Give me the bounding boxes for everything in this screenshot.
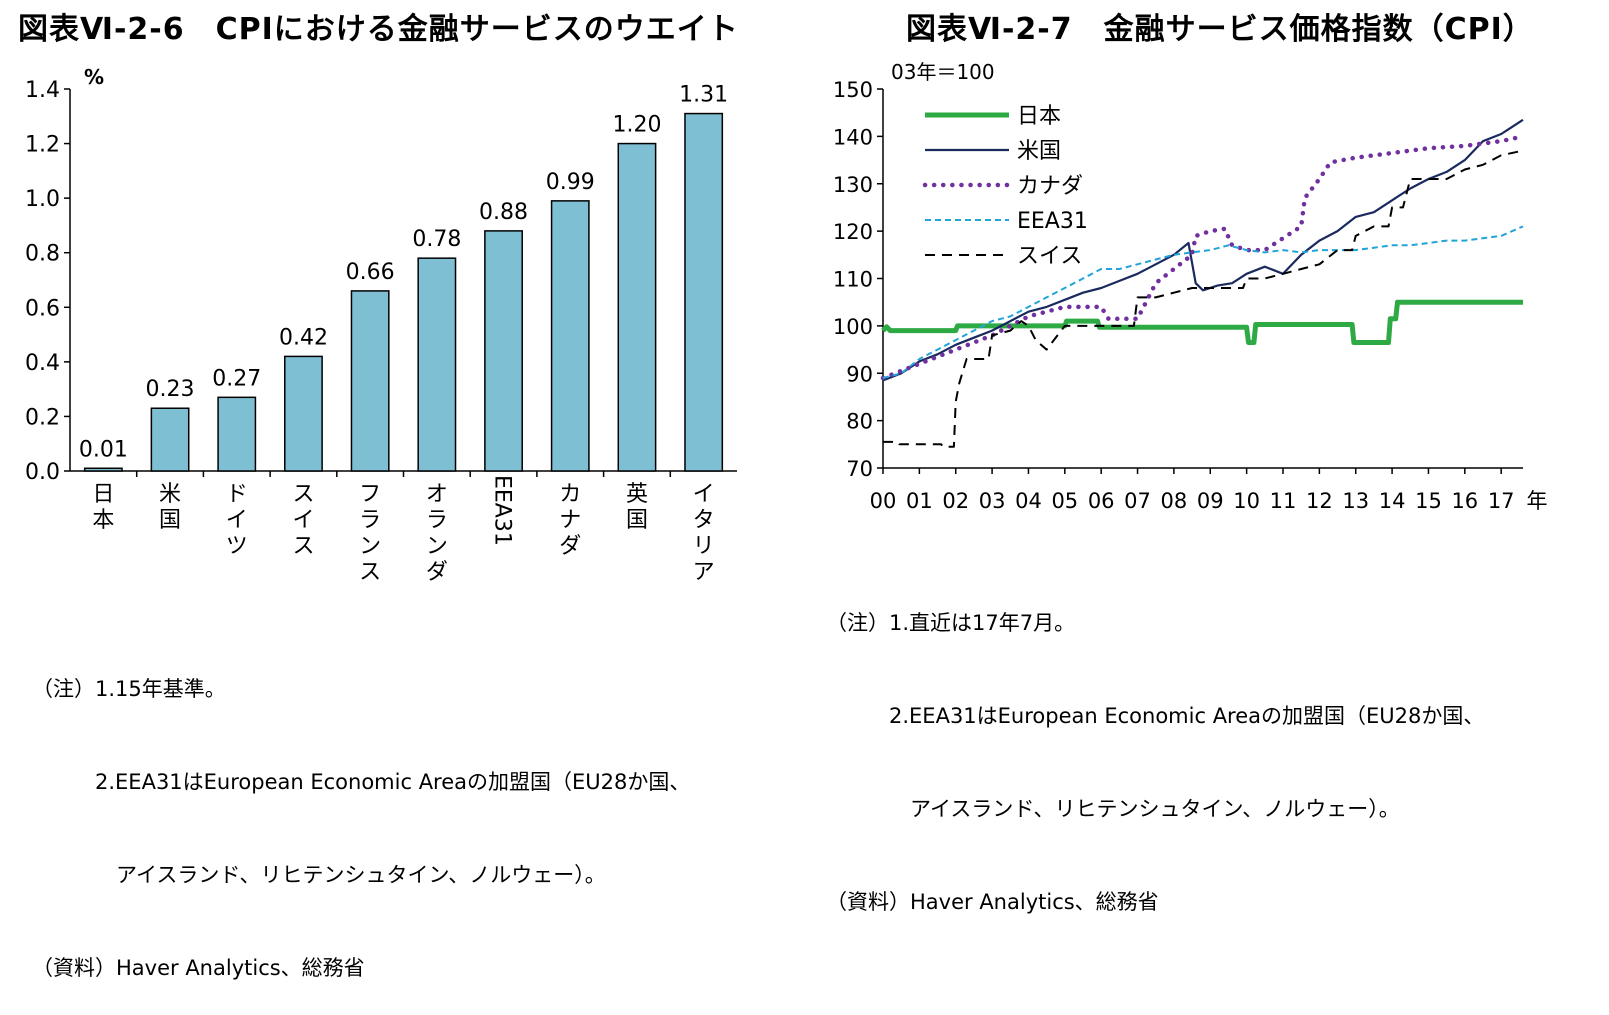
y-tick-label: 80 xyxy=(846,410,873,434)
bar xyxy=(484,230,523,472)
y-tick-label: 1.2 xyxy=(25,133,60,158)
bar xyxy=(550,200,590,472)
bar-value-label: 1.20 xyxy=(612,113,661,138)
y-tick-label: 1.0 xyxy=(25,187,60,212)
x-tick-label: 10 xyxy=(1233,489,1260,513)
y-tick-label: 120 xyxy=(833,220,873,244)
bar xyxy=(217,396,257,472)
category-label: フランス xyxy=(359,482,381,585)
left-note-3: アイスランド、リヒテンシュタイン、ノルウェー）。 xyxy=(32,863,606,887)
y-tick-label: 0.4 xyxy=(25,351,60,376)
bar xyxy=(284,355,323,472)
right-chart-title: 図表Ⅵ-2-7 金融サービス価格指数（CPI） xyxy=(906,12,1534,47)
y-tick-label: 0.0 xyxy=(25,460,60,485)
series-line xyxy=(881,299,1523,345)
bar-value-label: 0.23 xyxy=(146,377,195,402)
series-line xyxy=(882,118,1524,382)
left-note-source: （資料）Haver Analytics、総務省 xyxy=(32,956,365,980)
bar-value-label: 0.99 xyxy=(546,170,595,195)
bar xyxy=(150,407,190,472)
category-label: カナダ xyxy=(559,482,581,559)
category-label: 日本 xyxy=(92,482,114,533)
x-tick-label: 17 xyxy=(1488,489,1515,513)
y-tick-label: 0.8 xyxy=(25,242,60,267)
legend-label: スイス xyxy=(1017,244,1082,269)
y-tick-label: 0.2 xyxy=(25,405,60,430)
right-note-3: アイスランド、リヒテンシュタイン、ノルウェー）。 xyxy=(826,797,1400,821)
bar-value-label: 0.88 xyxy=(479,200,528,225)
y-tick-label: 70 xyxy=(846,457,873,481)
right-note-source: （資料）Haver Analytics、総務省 xyxy=(826,890,1159,914)
x-tick-label: 06 xyxy=(1088,489,1115,513)
x-tick-label: 13 xyxy=(1342,489,1369,513)
category-label: 英国 xyxy=(626,482,648,533)
bar-value-label: 1.31 xyxy=(679,83,728,108)
x-tick-label: 14 xyxy=(1379,489,1406,513)
left-notes: （注）1.15年基準。 2.EEA31はEuropean Economic Ar… xyxy=(32,612,690,1015)
category-label: オランダ xyxy=(426,482,448,585)
bar xyxy=(83,467,123,472)
y-axis-unit: % xyxy=(84,65,104,89)
price-index-line-chart: 70 80 90 100 110 120 130 140 150 03年＝100 00 01 02 03 0… xyxy=(833,60,1548,513)
x-tick-label: 08 xyxy=(1161,489,1188,513)
y-tick-label: 1.4 xyxy=(25,78,60,103)
left-note-2: 2.EEA31はEuropean Economic Areaの加盟国（EU28か… xyxy=(32,770,691,794)
bar xyxy=(617,142,657,472)
x-tick-label: 11 xyxy=(1270,489,1297,513)
category-label: 米国 xyxy=(159,482,181,533)
x-tick-label: 07 xyxy=(1124,489,1151,513)
y-tick-label: 90 xyxy=(846,362,873,386)
legend-label: 米国 xyxy=(1017,139,1061,164)
bar-value-label: 0.01 xyxy=(79,437,128,462)
category-label: ドイツ xyxy=(226,482,248,559)
bar-value-label: 0.66 xyxy=(346,260,395,285)
y-tick-label: 0.6 xyxy=(25,296,60,321)
y-tick-label: 130 xyxy=(833,173,873,197)
x-axis-unit: 年 xyxy=(1527,489,1548,513)
category-label: イタリア xyxy=(693,482,715,585)
left-chart-title: 図表Ⅵ-2-6 CPIにおける金融サービスのウエイト xyxy=(18,12,739,47)
bar-value-label: 0.42 xyxy=(279,325,328,350)
x-tick-label: 00 xyxy=(870,489,897,513)
bar-value-label: 0.78 xyxy=(412,227,461,252)
bar xyxy=(684,112,724,472)
x-tick-label: 16 xyxy=(1451,489,1478,513)
bar xyxy=(417,257,457,472)
x-tick-label: 02 xyxy=(942,489,969,513)
y-tick-label: 150 xyxy=(833,78,873,102)
legend-label: EEA31 xyxy=(1017,209,1088,234)
x-tick-label: 15 xyxy=(1415,489,1442,513)
right-note-2: 2.EEA31はEuropean Economic Areaの加盟国（EU28か… xyxy=(826,704,1485,728)
y-tick-label: 140 xyxy=(833,125,873,149)
legend-label: カナダ xyxy=(1017,174,1083,199)
series-line xyxy=(882,225,1524,379)
y-axis-unit: 03年＝100 xyxy=(891,60,995,84)
y-tick-label: 100 xyxy=(833,315,873,339)
bar xyxy=(350,290,390,472)
category-label: スイス xyxy=(292,482,314,559)
legend-label: 日本 xyxy=(1017,104,1061,129)
series-line xyxy=(883,149,1524,448)
x-tick-label: 01 xyxy=(906,489,933,513)
x-tick-label: 03 xyxy=(979,489,1006,513)
y-tick-label: 110 xyxy=(833,268,873,292)
series-line xyxy=(880,134,1526,381)
x-tick-label: 09 xyxy=(1197,489,1224,513)
x-tick-label: 05 xyxy=(1051,489,1078,513)
bar-value-label: 0.27 xyxy=(212,366,261,391)
left-note-1: （注）1.15年基準。 xyxy=(32,677,226,701)
weight-bar-chart: 0.0 0.2 0.4 0.6 0.8 1.0 1.2 1.4% 0.01 日本 0.23 米国 0.2… xyxy=(25,65,737,585)
x-tick-label: 04 xyxy=(1015,489,1042,513)
category-label: EEA31 xyxy=(490,475,515,546)
right-notes: （注）1.直近は17年7月。 2.EEA31はEuropean Economic… xyxy=(826,546,1484,949)
right-note-1: （注）1.直近は17年7月。 xyxy=(826,611,1076,635)
x-tick-label: 12 xyxy=(1306,489,1333,513)
